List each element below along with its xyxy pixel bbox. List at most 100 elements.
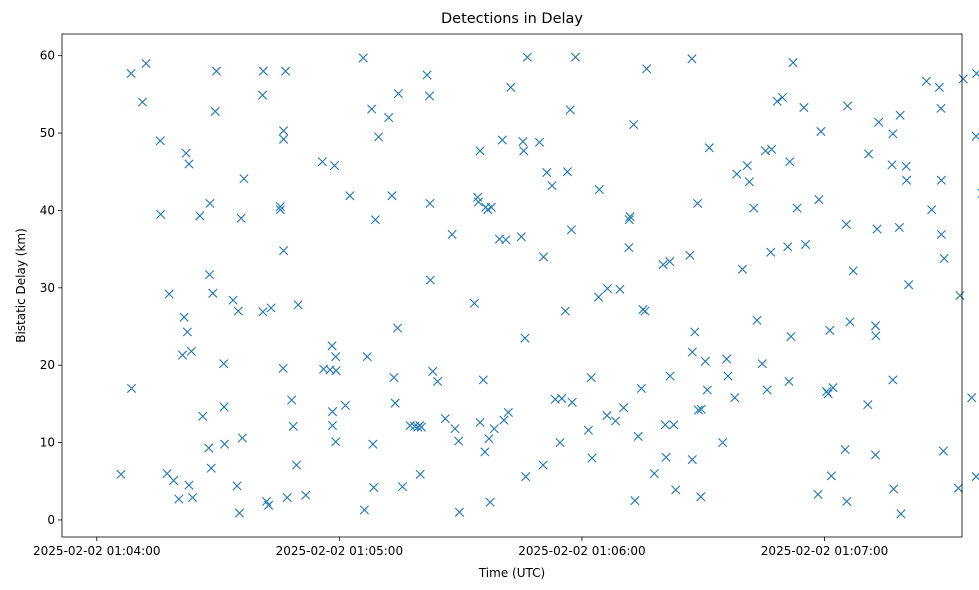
data-point: [696, 404, 706, 414]
data-point: [331, 366, 341, 376]
data-point: [506, 82, 516, 92]
data-point: [198, 411, 208, 421]
data-point: [902, 175, 912, 185]
data-point: [422, 70, 432, 80]
data-point: [275, 201, 285, 212]
data-point: [475, 146, 485, 156]
data-point: [732, 169, 742, 179]
data-point: [971, 131, 979, 141]
data-point: [126, 383, 137, 394]
data-point: [237, 433, 247, 443]
data-point: [156, 209, 166, 219]
data-point: [586, 372, 596, 383]
data-point: [475, 417, 485, 428]
data-point: [864, 149, 874, 159]
data-point: [784, 376, 794, 387]
data-point: [362, 352, 372, 362]
data-point: [593, 292, 604, 302]
data-point: [484, 434, 494, 444]
y-tick-label: 60: [40, 49, 55, 63]
data-point: [722, 354, 732, 364]
data-point: [661, 452, 671, 462]
data-point: [518, 136, 528, 147]
data-point: [358, 53, 368, 63]
data-point: [700, 356, 710, 366]
data-point: [872, 224, 882, 234]
data-point: [863, 400, 873, 410]
plot-area: [116, 52, 979, 519]
data-point: [615, 284, 625, 294]
data-point: [718, 438, 728, 448]
data-point: [331, 437, 341, 447]
data-point: [141, 58, 151, 68]
data-point: [450, 424, 460, 434]
data-point: [555, 438, 565, 448]
data-point: [275, 205, 285, 215]
data-point: [624, 242, 634, 253]
data-point: [155, 136, 165, 146]
data-point: [633, 431, 643, 441]
data-point: [219, 439, 230, 449]
data-point: [397, 482, 408, 492]
data-point: [665, 256, 675, 267]
data-point: [542, 167, 552, 178]
data-point: [619, 403, 629, 413]
data-point: [587, 453, 597, 463]
data-point: [327, 420, 338, 431]
data-point: [228, 295, 238, 305]
data-point: [692, 198, 703, 209]
data-point: [901, 161, 911, 171]
data-point: [823, 389, 833, 399]
data-point: [610, 416, 621, 426]
data-point: [895, 110, 905, 120]
data-point: [936, 175, 946, 185]
data-point: [874, 117, 884, 127]
data-point: [137, 97, 148, 107]
data-point: [785, 157, 795, 167]
data-point: [182, 327, 192, 337]
data-point: [373, 132, 384, 142]
data-point: [953, 483, 963, 493]
data-point: [454, 436, 464, 446]
data-point: [301, 490, 311, 500]
x-axis: 2025-02-02 01:04:00 2025-02-02 01:05:00 20…: [33, 537, 888, 558]
data-point: [164, 289, 174, 299]
data-point: [566, 225, 577, 235]
data-point: [888, 375, 898, 385]
data-point: [786, 331, 796, 342]
data-point: [723, 371, 733, 381]
data-point: [282, 492, 292, 503]
data-point: [473, 197, 484, 207]
data-point: [454, 507, 465, 517]
x-tick-label: 2025-02-02 01:04:00: [33, 544, 160, 558]
data-point: [266, 303, 276, 313]
data-point: [340, 400, 351, 411]
data-point: [742, 160, 752, 171]
data-point: [842, 496, 852, 506]
data-point: [258, 66, 268, 76]
data-point: [206, 463, 216, 473]
data-point: [757, 359, 767, 369]
data-point: [519, 146, 529, 156]
data-point: [685, 250, 695, 260]
data-point: [702, 385, 712, 395]
x-axis-label: Time (UTC): [478, 566, 545, 580]
data-point: [842, 101, 853, 111]
data-point: [239, 174, 249, 184]
data-point: [669, 420, 679, 430]
data-point: [169, 475, 179, 486]
data-point: [204, 270, 215, 280]
data-point: [629, 119, 639, 130]
data-point: [390, 398, 400, 408]
data-point: [594, 184, 604, 195]
data-point: [534, 137, 545, 147]
data-point: [921, 76, 932, 86]
data-point: [547, 181, 557, 191]
data-point: [562, 167, 572, 177]
data-point: [630, 496, 640, 506]
data-point: [393, 88, 403, 99]
data-point: [894, 222, 904, 233]
data-point: [204, 443, 214, 453]
y-tick-label: 50: [40, 126, 55, 140]
data-point: [737, 264, 748, 274]
